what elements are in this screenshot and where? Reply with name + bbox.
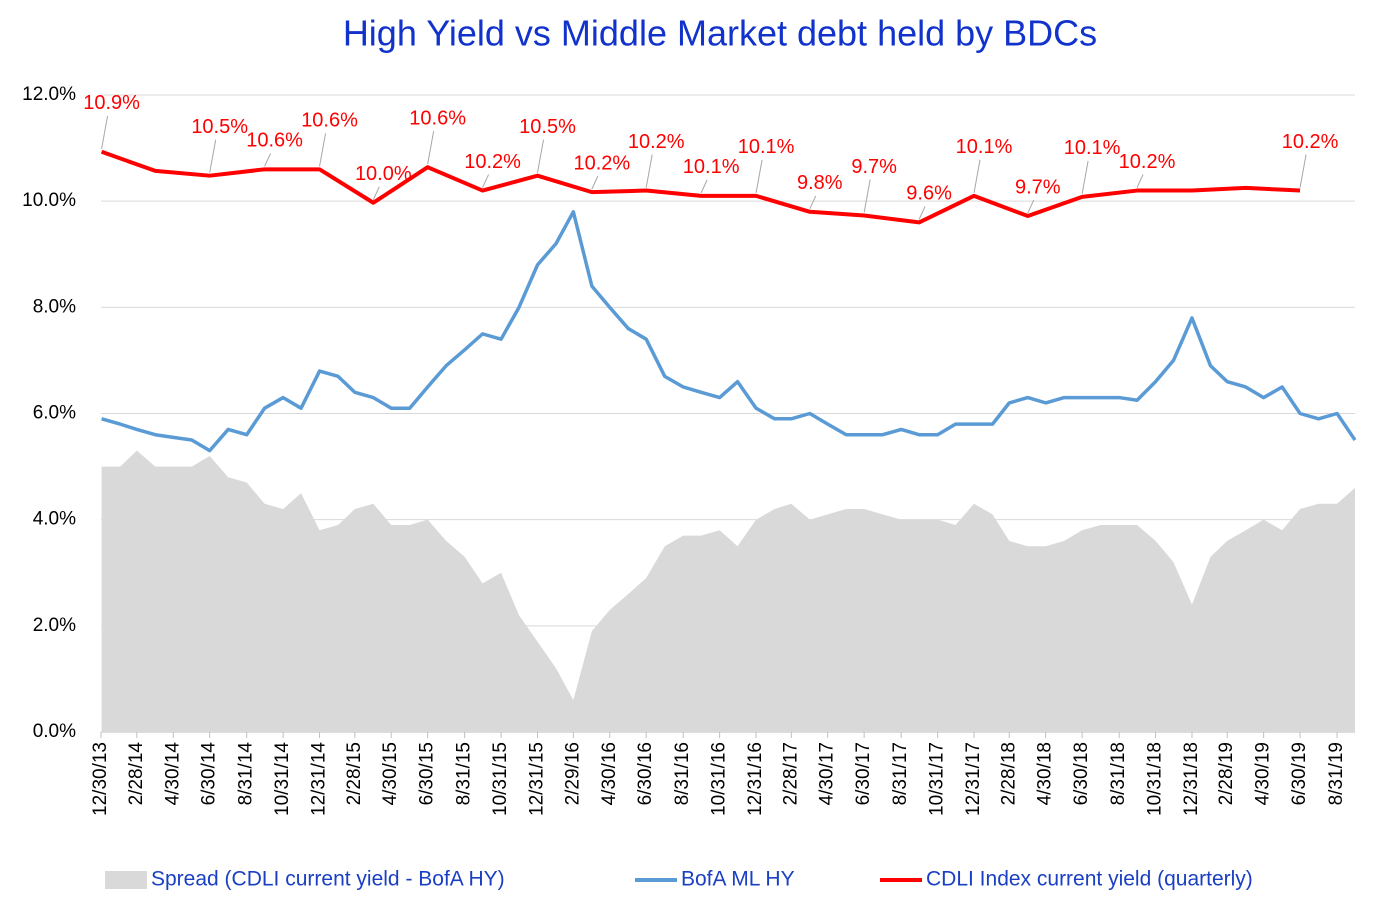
x-tick-label: 12/31/17 [963,742,984,816]
data-label: 10.1% [683,156,740,178]
x-tick-label: 4/30/19 [1253,742,1274,805]
data-label: 10.5% [191,116,248,138]
data-label: 10.1% [956,136,1013,158]
data-label: 10.0% [355,163,412,185]
series-line [100,149,1301,225]
data-label: 9.7% [851,156,897,178]
y-tick-label: 12.0% [22,84,76,105]
x-tick-label: 8/31/19 [1326,742,1347,805]
x-tick-label: 10/31/18 [1145,742,1166,816]
x-tick-label: 12/30/13 [90,742,111,816]
x-tick-label: 6/30/19 [1289,742,1310,805]
x-tick-label: 12/31/15 [527,742,548,816]
x-tick-label: 8/31/16 [672,742,693,805]
legend-label: CDLI Index current yield (quarterly) [926,868,1253,891]
x-tick-label: 12/31/16 [745,742,766,816]
x-tick-label: 4/30/14 [162,742,183,806]
x-tick-label: 8/31/14 [236,742,257,806]
legend-label: BofA ML HY [681,868,795,891]
data-label: 10.6% [246,130,303,152]
data-label: 10.6% [301,110,358,132]
x-tick-label: 2/28/14 [126,742,147,806]
data-label: 10.2% [1119,151,1176,173]
label-leader [209,139,217,173]
label-leader [1081,160,1089,195]
data-label: 9.8% [797,172,843,194]
label-leader [809,195,817,209]
data-label: 10.2% [1282,131,1339,153]
label-leader [537,139,545,173]
x-tick-label: 2/28/18 [998,742,1019,805]
x-tick-label: 8/31/18 [1108,742,1129,805]
y-tick-label: 10.0% [22,190,76,211]
label-leader [645,154,653,188]
x-tick-label: 4/30/18 [1035,742,1056,805]
x-tick-label: 12/31/18 [1181,742,1202,816]
x-tick-label: 8/31/15 [454,742,475,805]
x-tick-label: 4/30/16 [599,742,620,805]
data-label: 10.6% [409,107,466,129]
label-leader [372,186,380,200]
label-leader [1299,154,1307,188]
label-leader [1027,199,1035,214]
series-line [101,210,1357,453]
label-leader [264,153,272,167]
data-label: 10.1% [1064,137,1121,159]
x-tick-label: 6/30/15 [417,742,438,805]
spread-area [101,450,1355,732]
x-tick-label: 6/30/18 [1071,742,1092,805]
x-tick-label: 4/30/17 [817,742,838,805]
x-tick-label: 2/29/16 [562,742,583,805]
chart-title: High Yield vs Middle Market debt held by… [343,13,1097,54]
label-leader [482,174,490,188]
x-tick-label: 6/30/16 [635,742,656,805]
x-tick-label: 12/31/14 [309,742,330,816]
x-tick-label: 10/31/15 [490,742,511,816]
label-leader [863,179,871,213]
x-tick-label: 10/31/14 [272,742,293,816]
legend-swatch [105,871,147,889]
x-tick-label: 8/31/17 [890,742,911,805]
data-label: 10.9% [83,92,140,114]
x-tick-label: 2/28/15 [344,742,365,805]
x-tick-label: 2/28/19 [1216,742,1237,805]
x-tick-label: 2/28/17 [780,742,801,805]
label-leader [427,131,435,165]
y-tick-label: 4.0% [33,509,76,530]
y-tick-label: 2.0% [33,615,76,636]
x-tick-label: 10/31/17 [927,742,948,816]
label-leader [1136,174,1144,188]
label-leader [973,159,981,193]
plot [100,115,1357,732]
data-label: 10.5% [519,116,576,138]
data-label: 9.7% [1015,176,1061,198]
label-leader [700,179,708,194]
x-tick-label: 10/31/16 [709,742,730,816]
x-tick-label: 6/30/14 [199,742,220,806]
label-leader [591,175,599,190]
y-tick-label: 0.0% [33,721,76,742]
data-label: 10.2% [628,131,685,153]
data-label: 10.1% [738,136,795,158]
label-leader [918,206,926,220]
label-leader [319,133,327,167]
y-tick-label: 6.0% [33,403,76,424]
x-tick-label: 6/30/17 [853,742,874,805]
data-label: 10.2% [573,152,630,174]
x-tick-label: 4/30/15 [380,742,401,805]
y-tick-label: 8.0% [33,296,76,317]
data-label: 9.6% [906,183,952,205]
label-leader [101,115,109,149]
legend-label: Spread (CDLI current yield - BofA HY) [151,868,505,891]
data-label: 10.2% [464,151,521,173]
label-leader [755,159,763,193]
